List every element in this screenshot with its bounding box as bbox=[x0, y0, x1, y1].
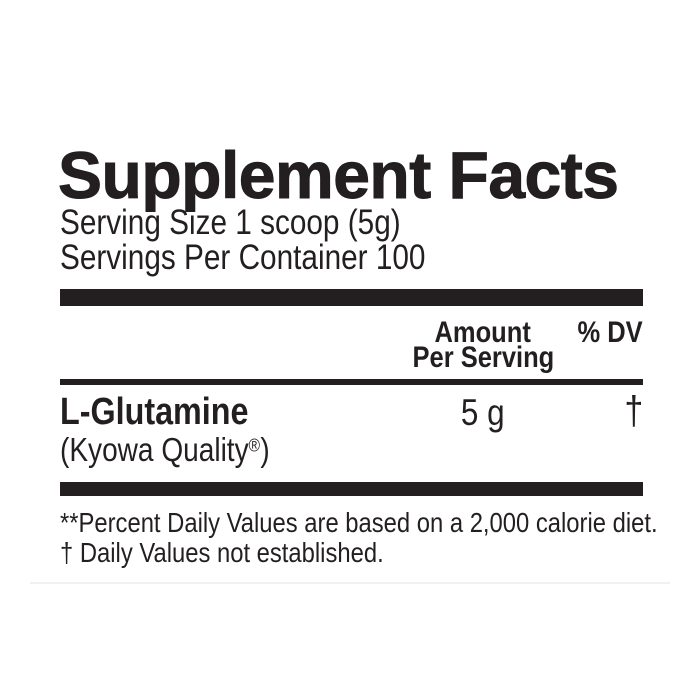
serving-size-text: Serving Size 1 scoop (5g) bbox=[60, 203, 401, 242]
thick-divider-top bbox=[60, 289, 643, 306]
ingredient-name: L-Glutamine bbox=[60, 391, 249, 433]
serving-size-line: Serving Size 1 scoop (5g) bbox=[60, 205, 461, 240]
ingredient-brand-note: (Kyowa Quality®) bbox=[60, 433, 307, 466]
servings-per-container-text: Servings Per Container 100 bbox=[60, 238, 426, 277]
column-header-rule bbox=[60, 379, 643, 385]
footnote-percent-dv: **Percent Daily Values are based on a 2,… bbox=[60, 507, 658, 538]
column-header-amount-line2: Per Serving bbox=[412, 341, 554, 374]
registered-trademark-symbol: ® bbox=[248, 435, 261, 456]
footnote-dv-not-established: † Daily Values not established. bbox=[60, 537, 384, 568]
ingredient-dv-dagger: † bbox=[624, 389, 643, 433]
column-header-amount-per-serving: Amount Per Serving bbox=[373, 316, 593, 374]
thick-divider-bottom bbox=[60, 482, 643, 496]
servings-per-container-line: Servings Per Container 100 bbox=[60, 240, 490, 275]
panel-title: Supplement Facts bbox=[57, 138, 619, 212]
brand-note-text: (Kyowa Quality bbox=[60, 431, 249, 468]
ingredient-amount: 5 g bbox=[461, 392, 505, 433]
brand-note-close: ) bbox=[260, 431, 270, 468]
faint-scan-line bbox=[30, 582, 670, 584]
column-header-percent-dv: % DV bbox=[577, 316, 643, 349]
column-header-amount-line1: Amount bbox=[434, 316, 532, 349]
